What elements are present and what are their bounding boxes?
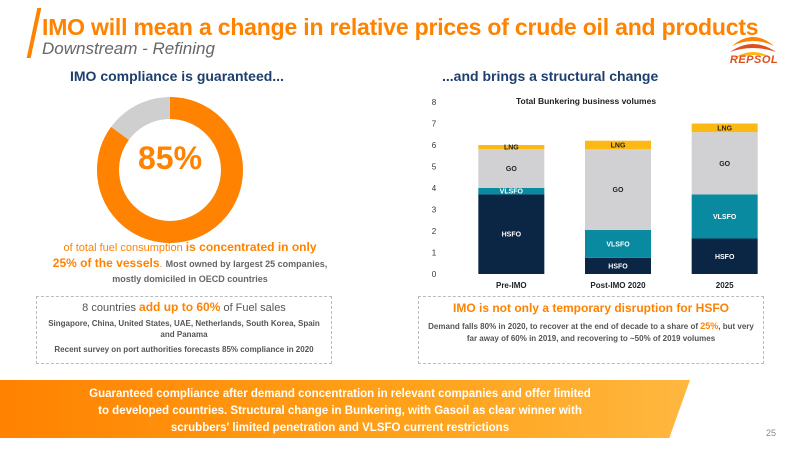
conclusion-banner — [0, 380, 690, 438]
bar-segment — [691, 194, 758, 239]
compliance-donut — [97, 97, 243, 243]
hsfo-box: IMO is not only a temporary disruption f… — [418, 296, 764, 364]
page-subtitle: Downstream - Refining — [42, 39, 215, 58]
hsfo-box-text: Demand falls 80% in 2020, to recover at … — [428, 321, 754, 343]
y-tick-label: 7 — [432, 120, 437, 129]
bar-segment-label: GO — [719, 161, 730, 168]
desc-text: of total fuel consumption — [63, 242, 186, 254]
bar-segment-label: HSFO — [502, 232, 522, 239]
left-description: of total fuel consumption is concentrate… — [40, 240, 340, 287]
countries-list: Singapore, China, United States, UAE, Ne… — [48, 319, 320, 339]
bar-segment — [691, 238, 758, 274]
bar-segment — [585, 257, 651, 274]
bar-segment — [478, 188, 545, 195]
y-tick-label: 4 — [432, 184, 437, 193]
y-tick-label: 0 — [432, 270, 437, 279]
box-highlight: add up to 60% — [139, 300, 221, 314]
y-tick-label: 2 — [432, 227, 437, 236]
survey-note: Recent survey on port authorities foreca… — [54, 345, 314, 354]
hsfo-box-title: IMO is not only a temporary disruption f… — [452, 301, 730, 315]
logo-text: REPSOL — [729, 54, 779, 66]
bar-segment — [585, 149, 651, 230]
desc-highlight: is concentrated — [185, 240, 275, 254]
conclusion-text: Guaranteed compliance after demand conce… — [89, 388, 591, 434]
bar-segment — [478, 149, 545, 188]
y-tick-label: 8 — [432, 98, 437, 107]
desc-text: . — [159, 258, 166, 270]
right-heading: ...and brings a structural change — [442, 68, 659, 84]
box-text: 8 countries — [82, 302, 140, 314]
donut-arc — [97, 97, 243, 243]
bar-segment-label: GO — [613, 187, 624, 194]
bar-segment — [585, 229, 651, 258]
desc-text: in only — [274, 240, 317, 254]
page-title: IMO will mean a change in relative price… — [42, 14, 759, 40]
bar-segment-label: HSFO — [608, 263, 628, 270]
left-heading: IMO compliance is guaranteed... — [70, 68, 284, 84]
bar-segment-label: GO — [506, 166, 517, 173]
x-tick-label: Pre-IMO — [496, 281, 527, 290]
bar-segment — [478, 145, 545, 150]
bar-segment-label: VLSFO — [606, 241, 630, 248]
bar-segment-label: HSFO — [715, 254, 735, 261]
donut-value: 85% — [137, 140, 203, 176]
title-accent-bar — [26, 8, 42, 58]
bar-segment-label: VLSFO — [713, 214, 737, 221]
desc-highlight: 25% of the vessels — [52, 256, 160, 270]
page-number: 25 — [766, 428, 777, 438]
bar-segment — [478, 194, 545, 274]
bar-segment-label: LNG — [504, 145, 519, 152]
chart-title: Total Bunkering business volumes — [516, 96, 656, 106]
desc-small: Most owned by largest 25 companies, most… — [112, 259, 328, 284]
y-tick-label: 6 — [432, 141, 437, 150]
bar-segment — [585, 140, 651, 150]
bar-segment-label: VLSFO — [500, 189, 524, 196]
x-tick-label: 2025 — [716, 281, 734, 290]
bunkering-chart: Total Bunkering business volumes 0 1 2 3 4 5 6 7… — [432, 96, 758, 290]
y-tick-label: 3 — [432, 206, 437, 215]
bar-segment — [691, 132, 758, 195]
box-text: of Fuel sales — [220, 302, 286, 314]
bar-segment-label: LNG — [717, 125, 732, 132]
fuel-sales-box: 8 countries add up to 60% of Fuel sales … — [36, 296, 332, 364]
bar-segment-label: LNG — [611, 143, 626, 150]
x-tick-label: Post-IMO 2020 — [590, 281, 646, 290]
y-tick-label: 1 — [432, 249, 437, 258]
repsol-logo — [730, 37, 776, 58]
y-tick-label: 5 — [432, 163, 437, 172]
bar-segment — [691, 123, 758, 133]
